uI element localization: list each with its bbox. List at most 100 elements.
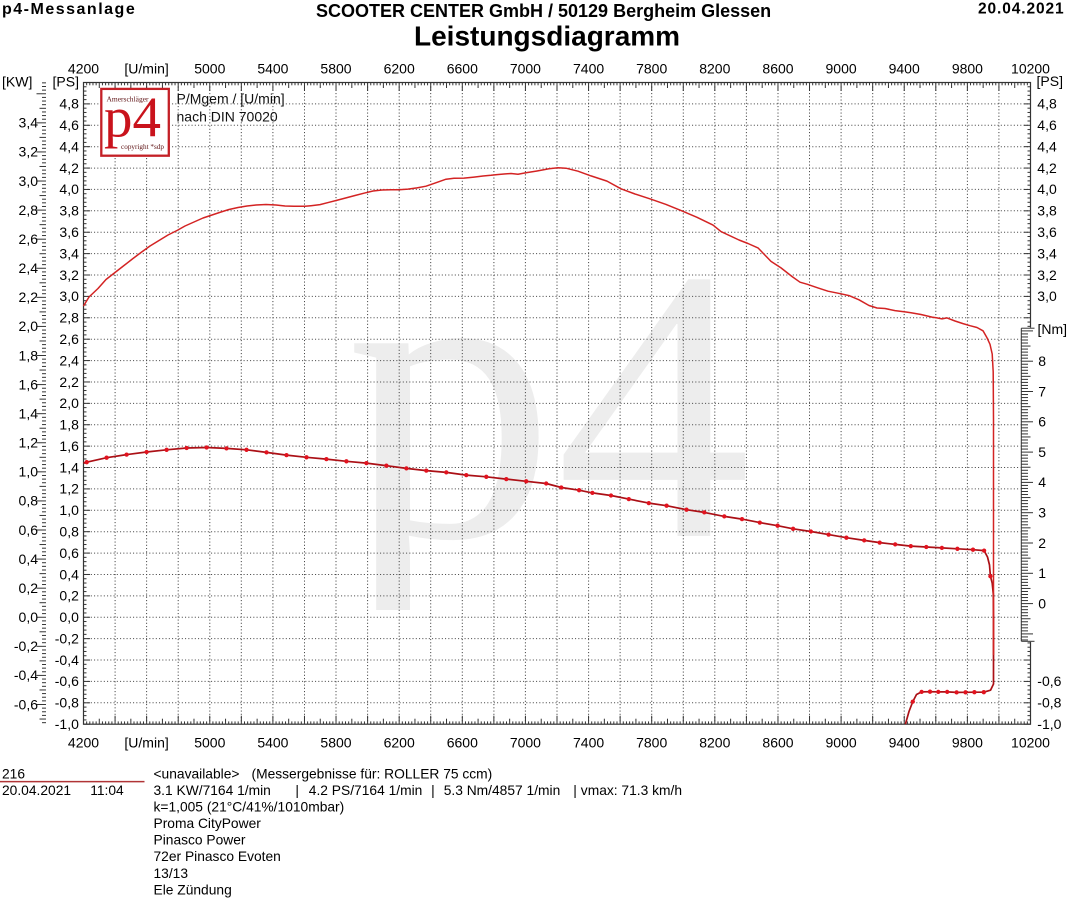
svg-text:72er Pinasco Evoten: 72er Pinasco Evoten bbox=[154, 849, 281, 864]
svg-text:7000: 7000 bbox=[510, 734, 541, 750]
svg-text:1,0: 1,0 bbox=[19, 464, 39, 480]
svg-text:13/13: 13/13 bbox=[154, 866, 189, 881]
svg-text:1,6: 1,6 bbox=[19, 376, 39, 392]
svg-text:4,0: 4,0 bbox=[59, 181, 79, 197]
svg-text:-0,4: -0,4 bbox=[14, 667, 38, 683]
svg-text:|: | bbox=[573, 783, 577, 798]
svg-text:Leistungsdiagramm: Leistungsdiagramm bbox=[414, 21, 680, 52]
svg-text:-0,6: -0,6 bbox=[14, 696, 38, 712]
svg-text:3,4: 3,4 bbox=[19, 115, 39, 131]
svg-text:5400: 5400 bbox=[257, 61, 288, 77]
svg-text:1,8: 1,8 bbox=[59, 417, 79, 433]
svg-text:1,4: 1,4 bbox=[19, 406, 39, 422]
svg-text:4,6: 4,6 bbox=[1037, 117, 1057, 133]
svg-text:1,0: 1,0 bbox=[59, 502, 79, 518]
svg-text:Proma CityPower: Proma CityPower bbox=[154, 816, 262, 831]
svg-text:6: 6 bbox=[1038, 414, 1046, 430]
svg-text:3,6: 3,6 bbox=[59, 224, 79, 240]
svg-text:4,2: 4,2 bbox=[1037, 160, 1057, 176]
svg-text:2,2: 2,2 bbox=[19, 289, 39, 305]
svg-text:nach DIN 70020: nach DIN 70020 bbox=[177, 108, 278, 124]
svg-text:3,2: 3,2 bbox=[1037, 267, 1057, 283]
svg-text:0,8: 0,8 bbox=[59, 524, 79, 540]
svg-text:0,6: 0,6 bbox=[19, 522, 39, 538]
svg-text:216: 216 bbox=[2, 766, 25, 781]
svg-text:1,2: 1,2 bbox=[19, 435, 39, 451]
svg-text:[PS]: [PS] bbox=[53, 74, 79, 90]
svg-text:0,0: 0,0 bbox=[59, 609, 79, 625]
svg-text:3,4: 3,4 bbox=[59, 245, 79, 261]
svg-text:3,8: 3,8 bbox=[59, 203, 79, 219]
svg-text:0,4: 0,4 bbox=[19, 551, 39, 567]
svg-text:[Nm]: [Nm] bbox=[1038, 321, 1068, 337]
svg-text:8: 8 bbox=[1038, 353, 1046, 369]
svg-text:p4-Messanlage: p4-Messanlage bbox=[2, 1, 136, 18]
svg-text:9400: 9400 bbox=[889, 61, 920, 77]
svg-text:-0,2: -0,2 bbox=[14, 638, 38, 654]
svg-text:3,4: 3,4 bbox=[1037, 245, 1057, 261]
svg-text:10200: 10200 bbox=[1011, 61, 1050, 77]
svg-text:2,6: 2,6 bbox=[59, 331, 79, 347]
svg-text:0: 0 bbox=[1038, 595, 1046, 611]
svg-text:2,0: 2,0 bbox=[59, 395, 79, 411]
svg-text:[KW]: [KW] bbox=[2, 74, 32, 90]
svg-text:4,2: 4,2 bbox=[59, 160, 79, 176]
svg-text:Ele Zündung: Ele Zündung bbox=[154, 882, 232, 897]
svg-text:|: | bbox=[431, 783, 435, 798]
svg-text:5000: 5000 bbox=[194, 61, 225, 77]
svg-text:-0,6: -0,6 bbox=[55, 673, 79, 689]
svg-text:P/Mgem / [U/min]: P/Mgem / [U/min] bbox=[177, 90, 285, 106]
svg-text:-0,2: -0,2 bbox=[55, 630, 79, 646]
svg-text:11:04: 11:04 bbox=[90, 783, 124, 798]
svg-text:3,2: 3,2 bbox=[19, 144, 39, 160]
svg-text:10200: 10200 bbox=[1011, 734, 1050, 750]
svg-text:3.1 KW/7164 1/min: 3.1 KW/7164 1/min bbox=[154, 783, 271, 798]
svg-text:4.2 PS/7164 1/min: 4.2 PS/7164 1/min bbox=[309, 783, 423, 798]
svg-text:1,6: 1,6 bbox=[59, 438, 79, 454]
svg-text:1,8: 1,8 bbox=[19, 347, 39, 363]
svg-text:20.04.2021: 20.04.2021 bbox=[978, 1, 1065, 18]
svg-text:-1,0: -1,0 bbox=[1037, 716, 1061, 732]
svg-text:3: 3 bbox=[1038, 505, 1046, 521]
svg-text:0,8: 0,8 bbox=[19, 493, 39, 509]
svg-text:3,6: 3,6 bbox=[1037, 224, 1057, 240]
svg-text:5800: 5800 bbox=[320, 734, 351, 750]
svg-text:5.3 Nm/4857 1/min: 5.3 Nm/4857 1/min bbox=[444, 783, 561, 798]
svg-text:6200: 6200 bbox=[384, 61, 415, 77]
svg-text:9000: 9000 bbox=[826, 734, 857, 750]
svg-text:3,8: 3,8 bbox=[1037, 203, 1057, 219]
svg-text:2: 2 bbox=[1038, 535, 1046, 551]
svg-text:5400: 5400 bbox=[257, 734, 288, 750]
svg-text:3,2: 3,2 bbox=[59, 267, 79, 283]
svg-text:Amerschläger: Amerschläger bbox=[106, 95, 149, 104]
svg-text:9400: 9400 bbox=[889, 734, 920, 750]
svg-text:4,0: 4,0 bbox=[1037, 181, 1057, 197]
svg-text:9000: 9000 bbox=[826, 61, 857, 77]
svg-text:5: 5 bbox=[1038, 444, 1046, 460]
svg-text:2,0: 2,0 bbox=[19, 318, 39, 334]
svg-text:7800: 7800 bbox=[636, 734, 667, 750]
svg-text:4200: 4200 bbox=[68, 734, 99, 750]
svg-text:[U/min]: [U/min] bbox=[124, 734, 168, 750]
svg-text:3,0: 3,0 bbox=[59, 288, 79, 304]
svg-text:8200: 8200 bbox=[699, 61, 730, 77]
svg-text:2,8: 2,8 bbox=[19, 202, 39, 218]
svg-text:p4: p4 bbox=[104, 87, 161, 150]
svg-text:p: p bbox=[345, 162, 555, 628]
svg-text:6600: 6600 bbox=[447, 61, 478, 77]
svg-text:1,4: 1,4 bbox=[59, 459, 79, 475]
svg-text:8600: 8600 bbox=[762, 734, 793, 750]
svg-text:1: 1 bbox=[1038, 565, 1046, 581]
svg-text:3,0: 3,0 bbox=[1037, 288, 1057, 304]
svg-text:SCOOTER CENTER GmbH / 50129 Be: SCOOTER CENTER GmbH / 50129 Bergheim Gle… bbox=[316, 1, 771, 21]
svg-text:6600: 6600 bbox=[447, 734, 478, 750]
svg-text:-0,8: -0,8 bbox=[55, 695, 79, 711]
svg-text:2,4: 2,4 bbox=[59, 352, 79, 368]
svg-text:4: 4 bbox=[1038, 474, 1046, 490]
svg-text:2,2: 2,2 bbox=[59, 374, 79, 390]
svg-text:4,8: 4,8 bbox=[1037, 96, 1057, 112]
svg-text:[U/min]: [U/min] bbox=[124, 61, 168, 77]
svg-text:4,4: 4,4 bbox=[59, 139, 79, 155]
svg-text:<unavailable>: <unavailable> bbox=[154, 766, 240, 781]
svg-text:7400: 7400 bbox=[573, 61, 604, 77]
